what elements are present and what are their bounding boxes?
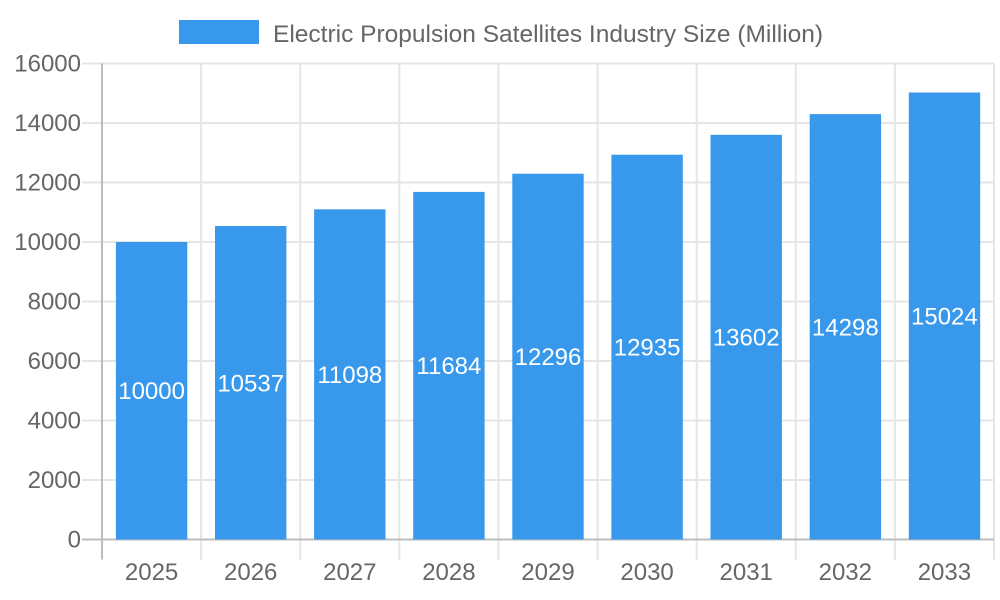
svg-text:2025: 2025 <box>125 559 178 586</box>
svg-text:Electric Propulsion Satellites: Electric Propulsion Satellites Industry … <box>273 21 823 48</box>
svg-text:2033: 2033 <box>918 559 971 586</box>
svg-text:8000: 8000 <box>28 289 81 316</box>
svg-text:14298: 14298 <box>812 314 879 341</box>
svg-text:11098: 11098 <box>317 362 382 389</box>
svg-text:2026: 2026 <box>224 559 277 586</box>
svg-text:16000: 16000 <box>14 51 81 78</box>
svg-text:12935: 12935 <box>614 335 681 362</box>
svg-text:15024: 15024 <box>911 304 978 331</box>
svg-text:12000: 12000 <box>14 170 81 197</box>
svg-text:10000: 10000 <box>118 378 185 405</box>
svg-text:2028: 2028 <box>422 559 475 586</box>
svg-text:2000: 2000 <box>28 467 81 494</box>
svg-text:10000: 10000 <box>14 229 81 256</box>
svg-text:12296: 12296 <box>515 344 582 371</box>
svg-text:2027: 2027 <box>323 559 376 586</box>
svg-text:2031: 2031 <box>720 559 773 586</box>
svg-text:2032: 2032 <box>819 559 872 586</box>
svg-text:14000: 14000 <box>14 110 81 137</box>
svg-text:6000: 6000 <box>28 348 81 375</box>
svg-text:2030: 2030 <box>620 559 673 586</box>
svg-text:2029: 2029 <box>521 559 574 586</box>
svg-text:0: 0 <box>68 527 81 554</box>
svg-text:11684: 11684 <box>416 353 481 380</box>
svg-text:4000: 4000 <box>28 408 81 435</box>
svg-text:10537: 10537 <box>217 370 284 397</box>
svg-text:13602: 13602 <box>713 325 780 352</box>
